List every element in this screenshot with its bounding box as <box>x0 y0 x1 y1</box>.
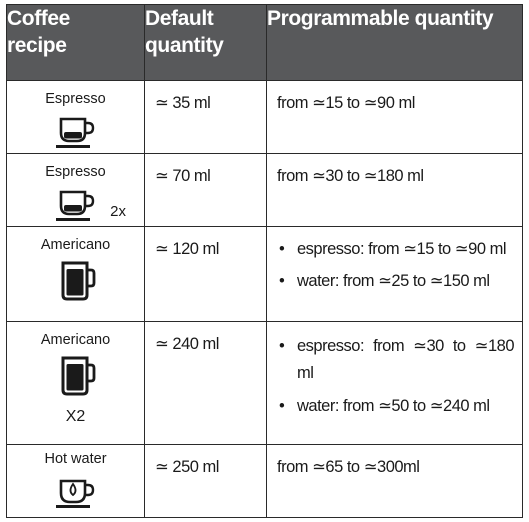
programmable-quantity: from ≃65 to ≃300ml <box>266 444 523 518</box>
header-recipe-line2: recipe <box>7 34 67 57</box>
table-row: Americano X2 ≃ 240 ml espresso: from ≃30… <box>6 321 523 445</box>
default-quantity: ≃ 250 ml <box>144 444 267 518</box>
programmable-quantity: from ≃30 to ≃180 ml <box>266 153 523 227</box>
recipe-name: Americano <box>40 332 111 348</box>
table-row: Hot water ≃ 250 ml from ≃65 to ≃300ml <box>6 444 523 518</box>
header-coffee-recipe: Coffee recipe <box>6 4 145 81</box>
recipe-name: Americano <box>40 237 111 253</box>
multiplier-label: 2x <box>110 203 126 220</box>
list-item: espresso: from ≃30 to ≃180 ml <box>277 333 515 387</box>
recipe-name: Espresso <box>45 164 106 180</box>
recipe-cell: Espresso 2x <box>6 153 145 227</box>
mug-icon <box>46 259 106 303</box>
recipe-cell: Americano <box>6 226 145 322</box>
list-item: espresso: from ≃15 to ≃90 ml <box>277 238 514 260</box>
default-quantity: ≃ 35 ml <box>144 80 267 154</box>
espresso-cup-icon <box>46 113 106 153</box>
programmable-quantity: from ≃15 to ≃90 ml <box>266 80 523 154</box>
default-quantity: ≃ 120 ml <box>144 226 267 322</box>
default-quantity: ≃ 240 ml <box>144 321 267 445</box>
mug-icon <box>46 354 106 398</box>
header-default-quantity: Default quantity <box>144 4 267 81</box>
espresso-cup-icon <box>46 186 106 226</box>
header-recipe-line1: Coffee <box>7 7 70 30</box>
header-default-line2: quantity <box>145 34 224 57</box>
coffee-recipe-table: Coffee recipe Default quantity Programma… <box>6 4 523 518</box>
programmable-quantity: espresso: from ≃30 to ≃180 ml water: fro… <box>266 321 523 445</box>
programmable-quantity: espresso: from ≃15 to ≃90 ml water: from… <box>266 226 523 322</box>
list-item: water: from ≃50 to ≃240 ml <box>277 395 514 417</box>
list-item: water: from ≃25 to ≃150 ml <box>277 270 514 292</box>
recipe-name: Hot water <box>44 451 107 467</box>
recipe-cell: Americano X2 <box>6 321 145 445</box>
table-row: Espresso ≃ 35 ml from ≃15 to ≃90 ml <box>6 80 523 154</box>
header-default-line1: Default <box>145 7 214 30</box>
default-quantity: ≃ 70 ml <box>144 153 267 227</box>
header-programmable-label: Programmable quantity <box>267 7 494 30</box>
table-row: Espresso 2x ≃ 70 ml from ≃30 to ≃180 ml <box>6 153 523 227</box>
recipe-cell: Espresso <box>6 80 145 154</box>
hot-water-cup-icon <box>46 473 106 513</box>
recipe-cell: Hot water <box>6 444 145 518</box>
header-programmable-quantity: Programmable quantity <box>266 4 523 81</box>
multiplier-label: X2 <box>65 408 86 425</box>
table-header-row: Coffee recipe Default quantity Programma… <box>6 4 523 81</box>
table-row: Americano ≃ 120 ml espresso: from ≃15 to… <box>6 226 523 322</box>
programmable-list: espresso: from ≃30 to ≃180 ml water: fro… <box>277 333 515 417</box>
programmable-list: espresso: from ≃15 to ≃90 ml water: from… <box>277 238 514 292</box>
recipe-name: Espresso <box>45 91 106 107</box>
